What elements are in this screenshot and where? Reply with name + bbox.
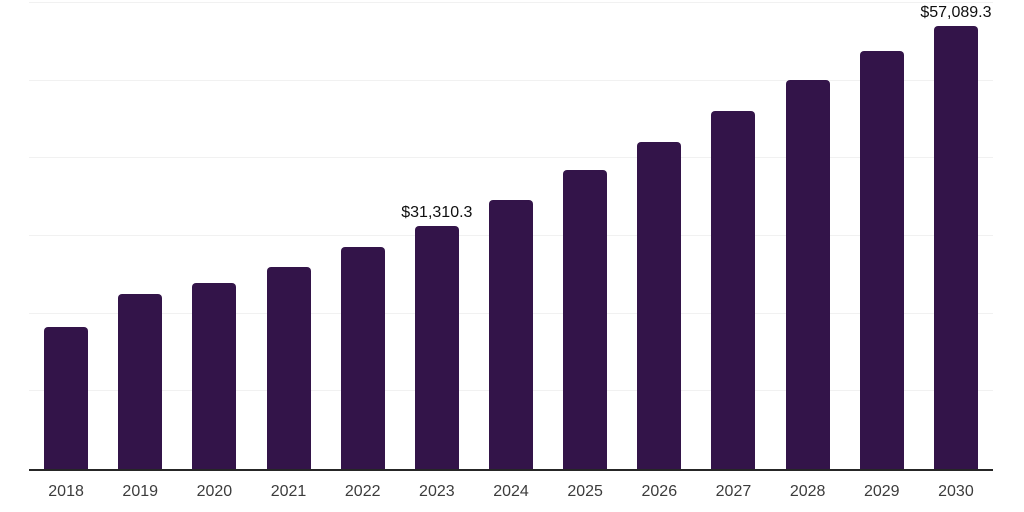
gridline-60000 xyxy=(29,2,993,3)
x-tick-2027: 2027 xyxy=(715,483,752,500)
x-tick-2028: 2028 xyxy=(789,483,826,500)
bar-2024 xyxy=(489,199,533,469)
bar-2025 xyxy=(563,169,608,469)
x-tick-2021: 2021 xyxy=(270,483,307,500)
bar-2023 xyxy=(414,225,459,469)
bar-2021 xyxy=(266,267,311,469)
bar-2030 xyxy=(933,25,978,469)
gridline-50000 xyxy=(29,79,993,81)
x-tick-2026: 2026 xyxy=(641,483,678,500)
x-tick-2024: 2024 xyxy=(493,483,529,500)
x-tick-2020: 2020 xyxy=(196,483,233,500)
x-axis-line xyxy=(29,469,993,471)
x-tick-2029: 2029 xyxy=(863,483,900,500)
bar-2022 xyxy=(340,246,385,469)
bar-2020 xyxy=(192,282,237,469)
x-tick-2022: 2022 xyxy=(344,483,381,500)
x-axis: 2018 2019 2020 2021 2022 2023 2024 2025 2026 2027… xyxy=(0,483,1024,505)
plot-area: $31,310.3 $57,089.3 xyxy=(29,2,993,471)
x-tick-2030: 2030 xyxy=(938,483,974,500)
x-tick-2023: 2023 xyxy=(419,483,455,500)
bar-2026 xyxy=(637,142,682,469)
x-tick-2018: 2018 xyxy=(48,483,84,500)
data-label-2023: $31,310.3 xyxy=(401,203,473,221)
gridline-40000 xyxy=(29,157,993,159)
bar-2028 xyxy=(785,79,830,469)
bar-2019 xyxy=(118,294,163,469)
x-tick-2019: 2019 xyxy=(122,483,159,500)
data-label-2030: $57,089.3 xyxy=(920,3,992,21)
x-tick-2025: 2025 xyxy=(567,483,603,500)
bar-2029 xyxy=(859,51,904,469)
bar-2027 xyxy=(711,110,756,469)
bar-2018 xyxy=(44,326,89,469)
